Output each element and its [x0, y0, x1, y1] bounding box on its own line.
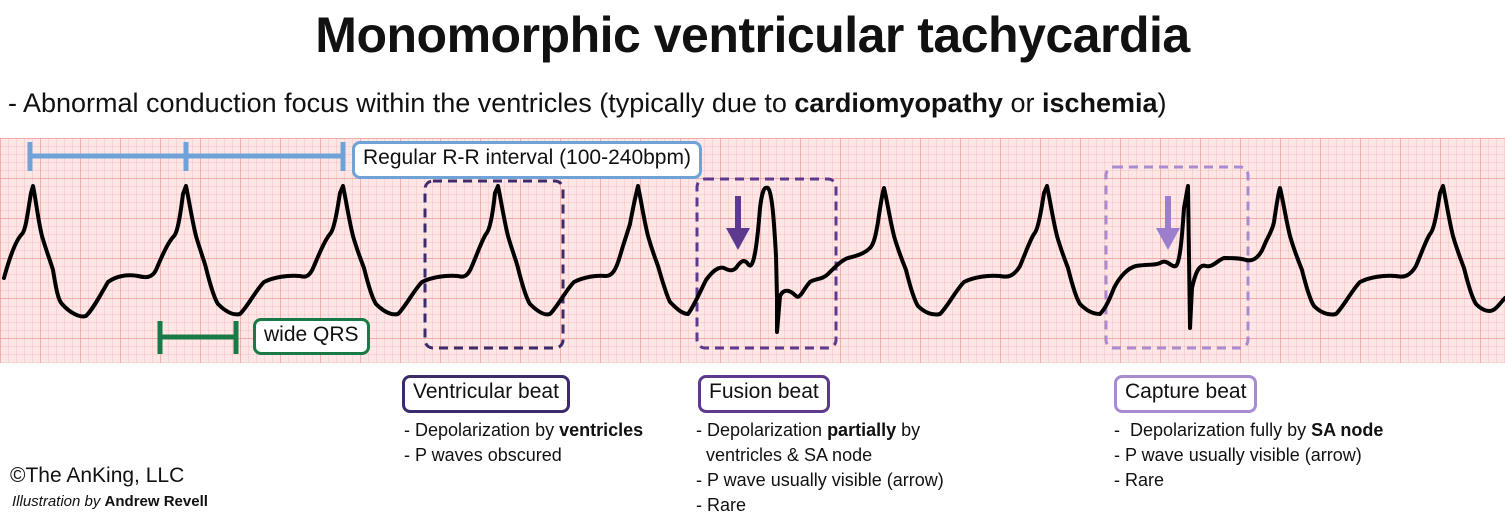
- fusion-beat-note-2: - P wave usually visible (arrow): [696, 470, 944, 490]
- copyright-text: ©The AnKing, LLC: [10, 464, 185, 487]
- subtitle-prefix: - Abnormal conduction focus within the v…: [8, 88, 795, 118]
- ventricular-beat-note-1: - Depolarization by ventricles: [404, 420, 644, 440]
- wide-qrs-bracket: [157, 321, 239, 354]
- illustration-credit: Illustration by Andrew Revell: [12, 493, 208, 510]
- ventricular-beat-note-2: - P waves obscured: [404, 445, 562, 465]
- capture-beat-note-1: - Depolarization fully by SA node: [1114, 420, 1384, 440]
- fusion-beat-note-1-cont: ventricles & SA node: [706, 445, 873, 465]
- subtitle-middle: or: [1002, 88, 1042, 118]
- capture-beat-note-3: - Rare: [1114, 470, 1165, 490]
- fusion-beat-box: [695, 177, 838, 350]
- ventricular-beat-label: Ventricular beat: [402, 375, 570, 413]
- rr-interval-bracket: [27, 142, 346, 171]
- fusion-beat-note-3: - Rare: [696, 495, 747, 515]
- capture-beat-note-2: - P wave usually visible (arrow): [1114, 445, 1362, 465]
- ventricular-beat-notes: - Depolarization by ventricles - P waves…: [404, 418, 643, 468]
- capture-p-wave-arrow: [1156, 196, 1180, 250]
- subtitle-term-cardiomyopathy: cardiomyopathy: [794, 88, 1003, 118]
- diagram-title: Monomorphic ventricular tachycardia: [315, 7, 1190, 63]
- capture-beat-notes: - Depolarization fully by SA node - P wa…: [1114, 418, 1383, 493]
- capture-beat-box: [1104, 165, 1250, 350]
- fusion-beat-notes: - Depolarization partially by ventricles…: [696, 418, 944, 518]
- ecg-grid: [0, 138, 1505, 363]
- fusion-p-wave-arrow: [726, 196, 750, 250]
- fusion-beat-note-1: - Depolarization partially by: [696, 420, 921, 440]
- fusion-beat-label: Fusion beat: [698, 375, 830, 413]
- wide-qrs-label: wide QRS: [253, 318, 370, 355]
- ecg-strip: [0, 138, 1505, 363]
- subtitle: - Abnormal conduction focus within the v…: [8, 88, 1167, 119]
- ecg-trace: [2, 184, 1505, 334]
- subtitle-term-ischemia: ischemia: [1041, 88, 1158, 118]
- subtitle-suffix: ): [1157, 88, 1167, 118]
- rr-interval-label: Regular R-R interval (100-240bpm): [352, 141, 702, 179]
- ventricular-beat-box: [423, 179, 565, 350]
- capture-beat-label: Capture beat: [1114, 375, 1258, 413]
